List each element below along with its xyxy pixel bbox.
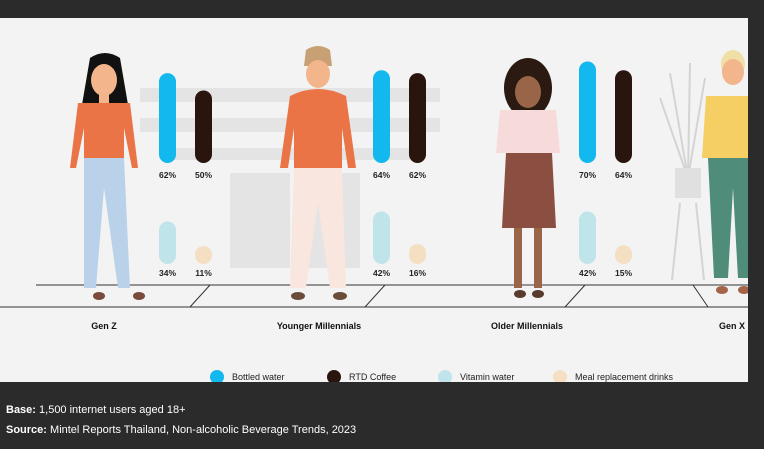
bar-rtd-coffee-younger-millennials (409, 73, 426, 163)
data-label: 62% (408, 170, 426, 180)
legend-label: Bottled water (232, 372, 285, 382)
data-label: 70% (578, 170, 596, 180)
person-gen-z (70, 53, 145, 300)
data-label: 42% (578, 268, 596, 278)
data-label: 50% (194, 170, 212, 180)
category-label-gen-z: Gen Z (91, 321, 117, 331)
data-label: 34% (158, 268, 176, 278)
infographic-panel: 62% 64% 70% 50% 62% 64% 34% 42% 42% 11% 16% 15% Gen… (0, 18, 748, 382)
legend-swatch (210, 370, 224, 382)
source-text: Mintel Reports Thailand, Non-alcoholic B… (46, 424, 357, 436)
person-gen-x (702, 50, 748, 294)
footer-notes: Base: 1,500 internet users aged 18+ Sour… (6, 400, 356, 440)
legend-label: RTD Coffee (349, 372, 397, 382)
bar-meal-replacement-drinks-younger-millennials (409, 244, 426, 264)
data-label: 42% (372, 268, 390, 278)
legend-item-bottled-water: Bottled water (210, 370, 285, 382)
bar-meal-replacement-drinks-older-millennials (615, 245, 632, 264)
plant-illustration (659, 62, 706, 281)
legend-item-rtd-coffee: RTD Coffee (327, 370, 396, 382)
data-label: 62% (158, 170, 176, 180)
top-bar (0, 0, 764, 18)
source-note: Source: Mintel Reports Thailand, Non-alc… (6, 420, 356, 440)
legend-item-meal-replacement: Meal replacement drinks (553, 370, 673, 382)
background-illustration (0, 46, 748, 308)
data-label: 15% (614, 268, 632, 278)
floor-lines (0, 284, 748, 308)
bar-rtd-coffee-gen-z (195, 90, 212, 163)
data-label: 64% (372, 170, 390, 180)
base-label: Base: (6, 404, 36, 416)
legend-label: Meal replacement drinks (575, 372, 674, 382)
bar-meal-replacement-drinks-gen-z (195, 246, 212, 264)
bar-vitamin-water-older-millennials (579, 211, 596, 264)
person-older-millennials (496, 58, 560, 298)
bar-rtd-coffee-older-millennials (615, 70, 632, 163)
source-label: Source: (6, 424, 47, 436)
data-label: 64% (614, 170, 632, 180)
base-note: Base: 1,500 internet users aged 18+ (6, 400, 356, 420)
base-text: 1,500 internet users aged 18+ (35, 404, 186, 416)
data-label: 11% (195, 268, 212, 278)
bar-vitamin-water-gen-z (159, 221, 176, 264)
legend-item-vitamin-water: Vitamin water (438, 370, 514, 382)
bar-vitamin-water-younger-millennials (373, 211, 390, 264)
category-label-gen-x: Gen X (718, 321, 745, 331)
legend-swatch (438, 370, 452, 382)
bar-bottled-water-older-millennials (579, 61, 596, 163)
data-label: 16% (408, 268, 426, 278)
legend-swatch (327, 370, 341, 382)
legend-swatch (553, 370, 567, 382)
right-edge-strip (748, 18, 764, 382)
bar-bottled-water-gen-z (159, 73, 176, 163)
person-younger-millennials (280, 46, 356, 300)
bars-group (159, 61, 632, 264)
category-label-older-millennials: Older Millennials (490, 321, 564, 331)
bar-bottled-water-younger-millennials (373, 70, 390, 163)
legend-label: Vitamin water (460, 372, 515, 382)
category-label-younger-millennials: Younger Millennials (276, 321, 362, 331)
